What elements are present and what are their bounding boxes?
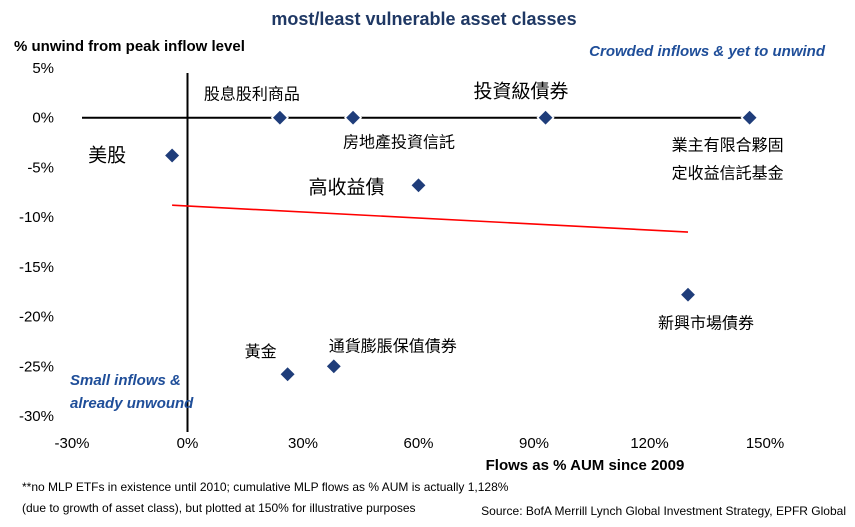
x-tick-label: -30% <box>54 435 89 452</box>
axes <box>82 73 754 432</box>
data-point-marker <box>409 176 428 195</box>
point-label: 高收益債 <box>309 176 385 198</box>
point-label: 新興市場債券 <box>658 314 754 333</box>
point-label: 股息股利商品 <box>204 85 300 104</box>
data-point-marker <box>324 357 343 376</box>
y-tick-label: -20% <box>19 309 54 326</box>
x-tick-labels: -30% 0% 30% 60% 90% 120% 150% <box>54 435 784 452</box>
y-tick-label: -25% <box>19 358 54 375</box>
trend-line-group <box>172 204 689 233</box>
y-tick-label: -10% <box>19 209 54 226</box>
footnote-line-2: (due to growth of asset class), but plot… <box>22 501 416 515</box>
y-tick-label: 5% <box>32 60 54 77</box>
annotation-already-unwound: already unwound <box>70 395 194 412</box>
data-point-marker <box>343 108 363 127</box>
x-tick-label: 90% <box>519 435 549 452</box>
y-tick-label: -15% <box>19 259 54 276</box>
point-label: 美股 <box>88 144 126 166</box>
data-point-marker <box>740 108 759 127</box>
annotation-small-inflows: Small inflows & <box>70 372 181 389</box>
y-axis-label: % unwind from peak inflow level <box>14 38 245 55</box>
data-point-marker <box>278 365 297 384</box>
y-tick-label: -5% <box>27 159 54 176</box>
point-label: 投資級債券 <box>474 81 569 103</box>
point-label: 房地產投資信託 <box>343 133 455 152</box>
point-label: 業主有限合夥固定收益信託基金 <box>672 136 784 183</box>
data-points <box>163 108 759 384</box>
x-tick-label: 60% <box>403 435 433 452</box>
y-tick-labels: 5% 0% -5% -10% -15% -20% -25% -30% <box>19 60 54 425</box>
source-note: Source: BofA Merrill Lynch Global Invest… <box>481 504 846 518</box>
footnote-line-1: **no MLP ETFs in existence until 2010; c… <box>22 480 509 494</box>
point-label: 通貨膨脹保值債券 <box>329 336 457 355</box>
trend-line <box>172 204 689 233</box>
y-tick-label: -30% <box>19 408 54 425</box>
y-tick-label: 0% <box>32 110 54 127</box>
annotation-crowded-inflows: Crowded inflows & yet to unwind <box>589 43 826 60</box>
data-point-marker <box>270 108 289 127</box>
x-tick-label: 120% <box>630 435 668 452</box>
x-tick-label: 150% <box>746 435 784 452</box>
data-point-marker <box>678 285 698 304</box>
data-point-marker <box>536 108 555 127</box>
data-point-marker <box>163 146 182 165</box>
x-axis-label: Flows as % AUM since 2009 <box>486 457 685 474</box>
x-tick-label: 0% <box>177 435 199 452</box>
x-tick-label: 30% <box>288 435 318 452</box>
chart-title: most/least vulnerable asset classes <box>271 9 576 29</box>
point-label: 黃金 <box>245 342 277 361</box>
